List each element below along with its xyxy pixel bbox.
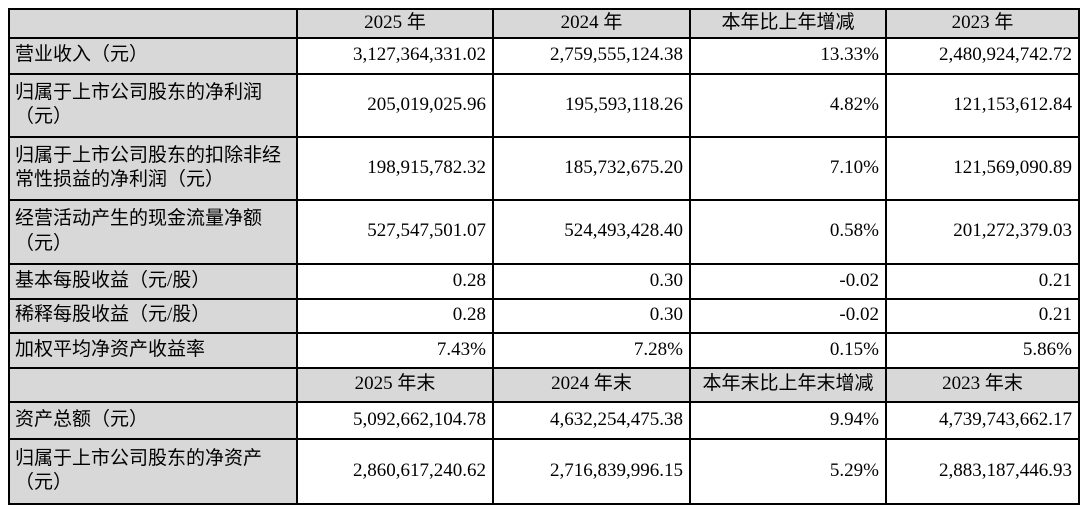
cell-2024: 185,732,675.20 [492, 135, 691, 201]
cell-change: 4.82% [689, 72, 887, 138]
cell-change: -0.02 [689, 297, 887, 334]
cell-2024: 524,493,428.40 [492, 198, 691, 265]
cell-change: 9.94% [689, 400, 887, 440]
cell-2024: 4,632,254,475.38 [492, 400, 691, 440]
cell-2023: 121,153,612.84 [885, 72, 1080, 138]
cell-2024: 0.30 [492, 262, 691, 300]
row-label: 经营活动产生的现金流量净额（元） [8, 198, 298, 265]
cell-change: 5.29% [689, 437, 887, 505]
cell-2025: 3,127,364,331.02 [296, 36, 494, 75]
financial-summary-table: 2025 年 2024 年 本年比上年增减 2023 年 营业收入（元） 3,1… [8, 8, 1080, 505]
period-header-empty-cell [8, 8, 298, 39]
table-row-basic-eps: 基本每股收益（元/股） 0.28 0.30 -0.02 0.21 [8, 262, 1080, 300]
cell-2023: 2,480,924,742.72 [885, 36, 1080, 75]
endpoint-header-empty-cell [8, 366, 298, 403]
period-header-row: 2025 年 2024 年 本年比上年增减 2023 年 [8, 8, 1080, 39]
row-label: 归属于上市公司股东的扣除非经常性损益的净利润（元） [8, 135, 298, 201]
cell-2025: 198,915,782.32 [296, 135, 494, 201]
endpoint-header-change: 本年末比上年末增减 [689, 366, 887, 403]
table-row-weighted-avg-roe: 加权平均净资产收益率 7.43% 7.28% 0.15% 5.86% [8, 331, 1080, 369]
cell-2024: 195,593,118.26 [492, 72, 691, 138]
cell-2025: 7.43% [296, 331, 494, 369]
endpoint-header-2024: 2024 年末 [492, 366, 691, 403]
cell-2025: 0.28 [296, 262, 494, 300]
cell-2023: 5.86% [885, 331, 1080, 369]
row-label: 归属于上市公司股东的净利润（元） [8, 72, 298, 138]
table-row-net-profit-excl-nonrecurring: 归属于上市公司股东的扣除非经常性损益的净利润（元） 198,915,782.32… [8, 135, 1080, 201]
cell-2025: 2,860,617,240.62 [296, 437, 494, 505]
endpoint-header-row: 2025 年末 2024 年末 本年末比上年末增减 2023 年末 [8, 366, 1080, 403]
row-label: 营业收入（元） [8, 36, 298, 75]
cell-2023: 4,739,743,662.17 [885, 400, 1080, 440]
cell-2024: 0.30 [492, 297, 691, 334]
period-header-2023: 2023 年 [885, 8, 1080, 39]
cell-2023: 2,883,187,446.93 [885, 437, 1080, 505]
table-row-net-assets: 归属于上市公司股东的净资产（元） 2,860,617,240.62 2,716,… [8, 437, 1080, 505]
cell-2023: 0.21 [885, 262, 1080, 300]
cell-2025: 527,547,501.07 [296, 198, 494, 265]
cell-2024: 2,716,839,996.15 [492, 437, 691, 505]
period-header-change: 本年比上年增减 [689, 8, 887, 39]
row-label: 加权平均净资产收益率 [8, 331, 298, 369]
cell-change: 7.10% [689, 135, 887, 201]
period-header-2025: 2025 年 [296, 8, 494, 39]
cell-change: 0.15% [689, 331, 887, 369]
cell-change: 13.33% [689, 36, 887, 75]
table-row-net-profit: 归属于上市公司股东的净利润（元） 205,019,025.96 195,593,… [8, 72, 1080, 138]
table-row-total-assets: 资产总额（元） 5,092,662,104.78 4,632,254,475.3… [8, 400, 1080, 440]
cell-2023: 0.21 [885, 297, 1080, 334]
table-row-diluted-eps: 稀释每股收益（元/股） 0.28 0.30 -0.02 0.21 [8, 297, 1080, 334]
cell-2025: 0.28 [296, 297, 494, 334]
cell-change: 0.58% [689, 198, 887, 265]
endpoint-header-2023: 2023 年末 [885, 366, 1080, 403]
cell-2025: 205,019,025.96 [296, 72, 494, 138]
cell-2023: 121,569,090.89 [885, 135, 1080, 201]
cell-2024: 7.28% [492, 331, 691, 369]
row-label: 资产总额（元） [8, 400, 298, 440]
row-label: 归属于上市公司股东的净资产（元） [8, 437, 298, 505]
row-label: 基本每股收益（元/股） [8, 262, 298, 300]
cell-change: -0.02 [689, 262, 887, 300]
endpoint-header-2025: 2025 年末 [296, 366, 494, 403]
period-header-2024: 2024 年 [492, 8, 691, 39]
table-row-operating-revenue: 营业收入（元） 3,127,364,331.02 2,759,555,124.3… [8, 36, 1080, 75]
row-label: 稀释每股收益（元/股） [8, 297, 298, 334]
cell-2025: 5,092,662,104.78 [296, 400, 494, 440]
cell-2023: 201,272,379.03 [885, 198, 1080, 265]
cell-2024: 2,759,555,124.38 [492, 36, 691, 75]
table-row-operating-cash-flow: 经营活动产生的现金流量净额（元） 527,547,501.07 524,493,… [8, 198, 1080, 265]
